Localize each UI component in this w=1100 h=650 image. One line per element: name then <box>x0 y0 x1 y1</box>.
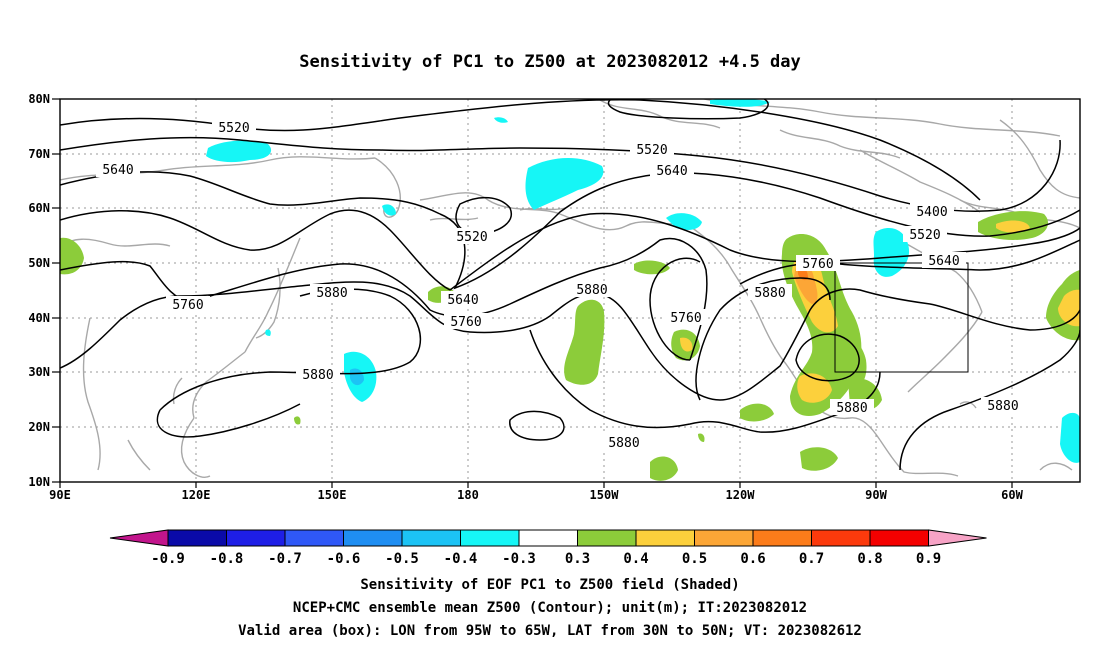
y-tick-label: 80N <box>28 92 50 106</box>
contour-label: 5640 <box>928 254 959 269</box>
colorbar-swatch <box>869 529 929 547</box>
contour-label: 5640 <box>656 164 687 179</box>
contour-label: 5520 <box>218 121 249 136</box>
y-tick-label: 40N <box>28 311 50 325</box>
y-tick-label: 10N <box>28 475 50 489</box>
positive-sensitivity-region <box>838 336 867 390</box>
colorbar-swatch <box>226 529 286 547</box>
y-tick-label: 50N <box>28 256 50 270</box>
colorbar-swatch <box>635 529 695 547</box>
colorbar-label: 0.3 <box>565 551 590 567</box>
caption-line: NCEP+CMC ensemble mean Z500 (Contour); u… <box>293 600 807 616</box>
negative-sensitivity-region <box>1060 412 1080 463</box>
contour-label: 5760 <box>450 315 481 330</box>
colorbar-label: -0.7 <box>268 551 302 567</box>
colorbar-end-triangle <box>109 529 169 547</box>
positive-sensitivity-region <box>698 433 705 442</box>
y-tick-label: 30N <box>28 365 50 379</box>
caption-line: Valid area (box): LON from 95W to 65W, L… <box>238 623 862 639</box>
colorbar-swatch <box>460 529 520 547</box>
colorbar: -0.9 -0.8 -0.7 -0.6 -0.5 -0.4 -0.3 0.3 0.4 0.5 0.6… <box>109 529 987 567</box>
colorbar-label: 0.6 <box>740 551 765 567</box>
negative-sensitivity-region <box>265 329 271 336</box>
negative-sensitivity-region <box>873 228 910 277</box>
x-tick-label: 150E <box>318 488 347 502</box>
negative-sensitivity-region <box>525 157 604 210</box>
contour-label: 5640 <box>447 293 478 308</box>
x-tick-label: 120E <box>182 488 211 502</box>
valid-area-box <box>834 262 969 373</box>
colorbar-label: 0.9 <box>916 551 941 567</box>
contour-label: 5880 <box>608 436 639 451</box>
x-tick-label: 60W <box>1001 488 1023 502</box>
colorbar-swatch <box>401 529 461 547</box>
contour-label: 5760 <box>172 298 203 313</box>
contour-label: 5880 <box>754 286 785 301</box>
colorbar-label: -0.8 <box>210 551 244 567</box>
colorbar-label: -0.5 <box>385 551 419 567</box>
contour-label: 5520 <box>456 230 487 245</box>
colorbar-label: 0.8 <box>857 551 882 567</box>
colorbar-swatch <box>811 529 871 547</box>
y-tick-label: 70N <box>28 147 50 161</box>
contour-label: 5880 <box>987 399 1018 414</box>
caption-line: Sensitivity of EOF PC1 to Z500 field (Sh… <box>360 577 739 593</box>
map-frame <box>59 98 1081 483</box>
x-tick-label: 180 <box>457 488 479 502</box>
colorbar-swatch <box>752 529 812 547</box>
colorbar-label: -0.3 <box>502 551 536 567</box>
negative-sensitivity-region <box>494 117 508 123</box>
negative-sensitivity-region <box>666 213 702 230</box>
negative-sensitivity-region <box>206 140 272 163</box>
colorbar-swatch <box>284 529 344 547</box>
positive-sensitivity-region <box>564 299 605 385</box>
map-title: Sensitivity of PC1 to Z500 at 2023082012… <box>299 52 801 72</box>
contour-label: 5880 <box>302 368 333 383</box>
x-tick-labels: 90E 120E 150E 180 150W 120W 90W 60W <box>49 488 1023 502</box>
colorbar-label: 0.7 <box>799 551 824 567</box>
colorbar-end-triangle <box>928 529 987 547</box>
positive-sensitivity-region <box>680 337 693 352</box>
axis-ticks <box>52 98 1013 488</box>
colorbar-label: 0.5 <box>682 551 707 567</box>
contour-label: 5880 <box>836 401 867 416</box>
positive-sensitivity-region <box>996 220 1030 233</box>
colorbar-swatch <box>167 529 227 547</box>
x-tick-label: 90E <box>49 488 71 502</box>
x-tick-label: 150W <box>590 488 620 502</box>
positive-sensitivity-region <box>800 447 838 471</box>
colorbar-label: 0.4 <box>623 551 648 567</box>
contour-label: 5880 <box>576 283 607 298</box>
y-tick-labels: 80N 70N 60N 50N 40N 30N 20N 10N <box>28 92 50 489</box>
map-area: 5520 5520 5640 5640 5520 5400 5520 5640 … <box>60 99 1080 482</box>
coastlines <box>60 99 1080 478</box>
colorbar-swatch <box>694 529 754 547</box>
positive-sensitivity-region <box>650 456 678 481</box>
y-tick-label: 20N <box>28 420 50 434</box>
x-tick-label: 90W <box>865 488 887 502</box>
positive-sensitivity-region <box>60 237 84 275</box>
negative-sensitivity-region <box>710 99 770 107</box>
contour-label: 5520 <box>909 228 940 243</box>
contour-label: 5400 <box>916 205 947 220</box>
contour-label: 5640 <box>102 163 133 178</box>
contour-label: 5760 <box>802 257 833 272</box>
colorbar-swatch <box>518 529 578 547</box>
contour-label: 5880 <box>316 286 347 301</box>
negative-sensitivity-region <box>382 204 396 216</box>
colorbar-swatch <box>343 529 403 547</box>
positive-sensitivity-region <box>294 416 301 425</box>
colorbar-label: -0.9 <box>151 551 185 567</box>
contour-label-group: 5520 5520 5640 5640 5520 5400 5520 5640 … <box>96 119 1025 451</box>
y-tick-label: 60N <box>28 201 50 215</box>
colorbar-label: -0.4 <box>444 551 478 567</box>
colorbar-label: -0.6 <box>327 551 361 567</box>
colorbar-swatch <box>577 529 637 547</box>
x-tick-label: 120W <box>726 488 756 502</box>
contour-label: 5520 <box>636 143 667 158</box>
contour-label: 5760 <box>670 311 701 326</box>
positive-sensitivity-region <box>740 403 774 422</box>
